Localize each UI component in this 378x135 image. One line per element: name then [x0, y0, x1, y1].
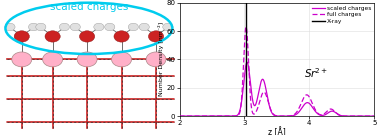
Circle shape: [105, 23, 115, 31]
Circle shape: [12, 52, 32, 67]
Circle shape: [5, 23, 15, 31]
Circle shape: [70, 23, 81, 31]
Circle shape: [28, 23, 39, 31]
Circle shape: [139, 23, 149, 31]
Circle shape: [114, 31, 129, 42]
Circle shape: [112, 52, 132, 67]
Text: Sr$^{2+}$: Sr$^{2+}$: [304, 66, 328, 80]
Circle shape: [43, 52, 63, 67]
X-axis label: z [Å]: z [Å]: [268, 128, 286, 135]
Circle shape: [94, 23, 104, 31]
Circle shape: [149, 31, 164, 42]
Circle shape: [163, 23, 173, 31]
Circle shape: [128, 23, 138, 31]
Circle shape: [14, 31, 29, 42]
Circle shape: [79, 31, 95, 42]
Circle shape: [36, 23, 46, 31]
Circle shape: [77, 52, 97, 67]
Text: scaled charges: scaled charges: [50, 2, 128, 12]
Circle shape: [45, 31, 60, 42]
Y-axis label: Number Density [nm⁻²]: Number Density [nm⁻²]: [158, 22, 164, 97]
Circle shape: [146, 52, 166, 67]
Legend: scaled charges, full charges, X-ray: scaled charges, full charges, X-ray: [311, 4, 372, 25]
Circle shape: [59, 23, 70, 31]
